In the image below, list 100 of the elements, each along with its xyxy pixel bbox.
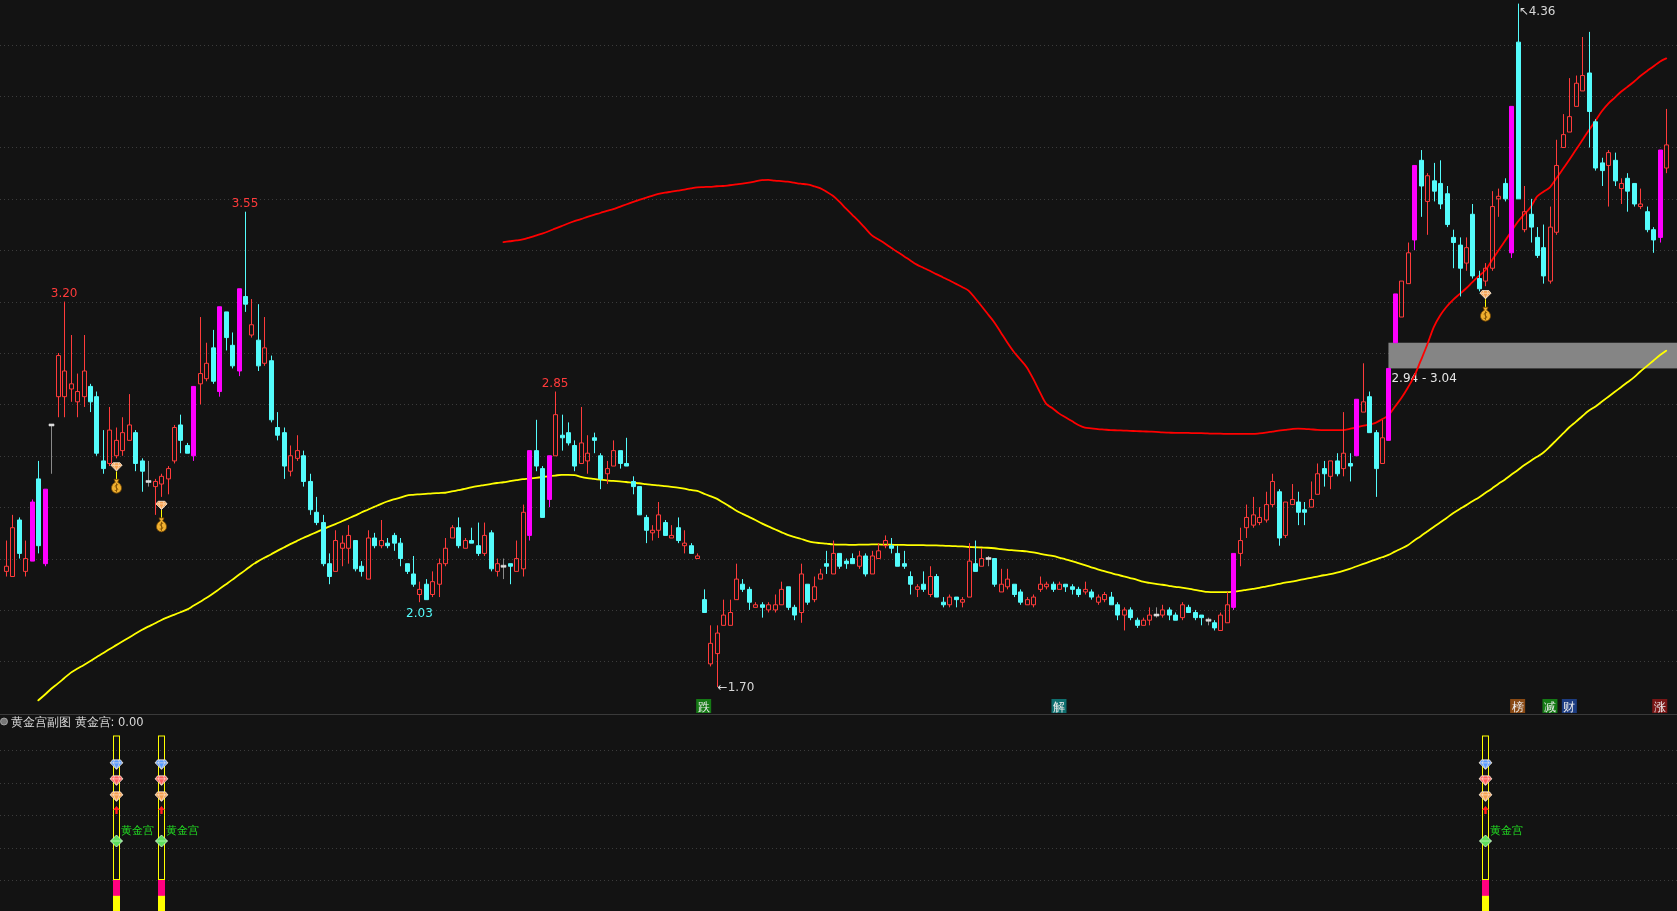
- candlestick: [992, 558, 997, 588]
- candlestick: [1277, 488, 1282, 547]
- candlestick: [1322, 460, 1327, 488]
- annotation: ←1.70: [717, 680, 755, 694]
- candlestick: [508, 563, 513, 585]
- candlestick: [30, 498, 35, 562]
- candlestick: [1122, 606, 1127, 631]
- candlestick: [1470, 203, 1475, 279]
- candlestick: [1386, 367, 1391, 441]
- candlestick: [230, 331, 235, 369]
- candlestick: [1522, 185, 1527, 233]
- candlestick: [1606, 149, 1611, 208]
- candlestick: [1445, 185, 1450, 228]
- candlestick: [721, 599, 726, 626]
- candlestick: [1664, 108, 1669, 174]
- candlestick: [249, 298, 254, 339]
- candlestick: [1625, 172, 1630, 213]
- candlestick: [553, 391, 558, 457]
- candlestick: [1496, 188, 1501, 218]
- candlestick: [314, 496, 319, 526]
- candlestick: [145, 460, 152, 487]
- candlestick: [75, 373, 80, 418]
- candlestick: [1354, 398, 1359, 457]
- candlestick: [1587, 31, 1592, 148]
- candlestick: [812, 576, 817, 603]
- candlestick: [728, 599, 733, 626]
- candlestick: [1613, 152, 1618, 187]
- candlestick: [372, 532, 377, 549]
- candlestick: [191, 385, 196, 462]
- candlestick: [1063, 583, 1068, 593]
- candlestick: [598, 452, 603, 490]
- candlestick: [1393, 293, 1398, 344]
- candlestick: [366, 529, 371, 580]
- candlestick: [689, 542, 694, 554]
- candlestick: [1425, 172, 1430, 236]
- candlestick: [1218, 611, 1223, 631]
- candlestick: [934, 573, 939, 598]
- candlestick: [1328, 460, 1333, 490]
- candlestick: [1451, 229, 1456, 269]
- candlestick: [1238, 527, 1243, 567]
- annotation: 2.03: [406, 606, 433, 621]
- candlestick: [915, 583, 920, 598]
- candlestick: [605, 460, 610, 485]
- annotation: 3.20: [50, 285, 78, 300]
- candlestick: [514, 540, 519, 572]
- candlestick: [715, 624, 720, 688]
- candlestick: [1153, 607, 1160, 618]
- candlestick: [23, 540, 28, 578]
- candlestick: [766, 601, 771, 613]
- candlestick: [237, 288, 242, 377]
- candlestick: [1309, 480, 1314, 508]
- candlestick: [572, 439, 577, 472]
- candlestick: [282, 427, 287, 480]
- candlestick: [1051, 581, 1056, 593]
- candlestick: [740, 578, 745, 593]
- candlestick: [985, 555, 992, 567]
- candlestick: [669, 524, 674, 539]
- candlestick: [463, 537, 468, 549]
- candlestick: [818, 568, 823, 580]
- candlestick: [107, 406, 112, 467]
- candlestick: [301, 450, 306, 488]
- candlestick: [1490, 190, 1495, 272]
- annotation: 3.55: [231, 195, 259, 210]
- candlestick: [1231, 552, 1236, 611]
- chart-subtitle: 黄金宫: 0.00: [74, 715, 144, 729]
- annotation: 黄金宫: [120, 824, 154, 837]
- candlestick: [288, 445, 293, 477]
- candlestick: [1186, 604, 1191, 613]
- candlestick: [1160, 604, 1165, 619]
- candlestick: [1509, 105, 1514, 259]
- candlestick: [385, 537, 390, 549]
- candlestick: [1516, 3, 1521, 200]
- candlestick: [973, 540, 978, 572]
- candlestick: [702, 588, 707, 613]
- candlestick: [1212, 619, 1217, 631]
- candlestick: [101, 429, 106, 475]
- candlestick: [133, 429, 138, 472]
- candlestick: [127, 393, 132, 441]
- candlestick: [902, 550, 907, 570]
- candlestick: [482, 522, 487, 557]
- annotation: 黄金宫: [1489, 824, 1523, 837]
- candlestick: [1335, 452, 1340, 477]
- candlestick: [947, 594, 952, 608]
- candlestick: [1464, 236, 1469, 272]
- candlestick: [140, 457, 145, 493]
- candlestick: [941, 596, 946, 608]
- candlestick: [1290, 483, 1295, 506]
- candlestick: [269, 355, 274, 423]
- candlestick: [450, 524, 455, 539]
- candlestick: [682, 529, 687, 554]
- candlestick: [857, 550, 862, 570]
- candlestick: [172, 424, 177, 464]
- candlestick: [954, 596, 959, 608]
- candlestick: [895, 545, 900, 567]
- candlestick: [217, 306, 222, 398]
- candlestick: [1419, 149, 1424, 218]
- candlestick: [424, 578, 429, 601]
- candlestick: [837, 552, 842, 570]
- annotation: 黄金宫: [165, 824, 199, 837]
- candlestick: [456, 516, 461, 549]
